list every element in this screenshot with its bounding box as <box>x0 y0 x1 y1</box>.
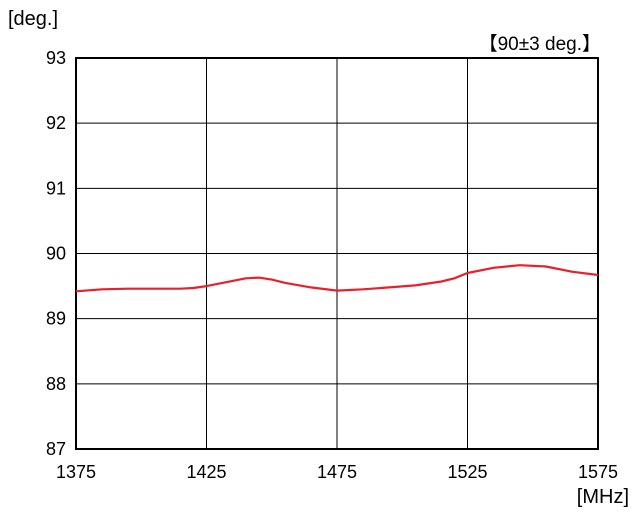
x-tick-labels: 1375 1425 1475 1525 1575 <box>56 462 618 482</box>
tolerance-annotation: 【90±3 deg.】 <box>478 34 601 55</box>
y-tick-labels: 87 88 89 90 91 92 93 <box>46 48 66 459</box>
y-tick-label: 91 <box>46 178 66 198</box>
y-tick-label: 88 <box>46 374 66 394</box>
x-axis-label: [MHz] <box>576 486 629 508</box>
x-tick-label: 1475 <box>317 462 357 482</box>
series-layer <box>75 264 599 293</box>
y-tick-label: 93 <box>46 48 66 68</box>
y-tick-label: 89 <box>46 309 66 329</box>
phase-series-line <box>75 264 599 293</box>
y-axis-label: [deg.] <box>8 8 59 30</box>
y-tick-label: 92 <box>46 113 66 133</box>
y-tick-label: 87 <box>46 439 66 459</box>
y-tick-label: 90 <box>46 244 66 264</box>
x-tick-label: 1375 <box>56 462 96 482</box>
x-tick-label: 1525 <box>447 462 487 482</box>
grid-lines <box>76 58 598 449</box>
x-tick-label: 1575 <box>578 462 618 482</box>
x-tick-label: 1425 <box>186 462 226 482</box>
